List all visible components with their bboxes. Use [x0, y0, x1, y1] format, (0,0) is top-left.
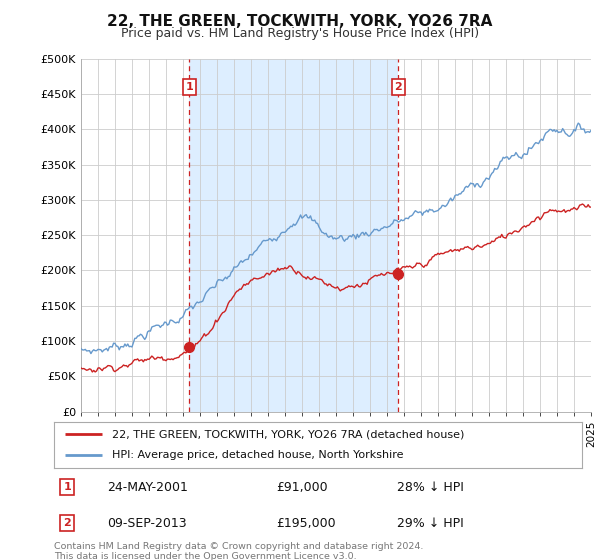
- Text: 22, THE GREEN, TOCKWITH, YORK, YO26 7RA: 22, THE GREEN, TOCKWITH, YORK, YO26 7RA: [107, 14, 493, 29]
- Bar: [190, 59, 398, 412]
- Text: £195,000: £195,000: [276, 516, 335, 530]
- Text: 24-MAY-2001: 24-MAY-2001: [107, 481, 188, 494]
- Text: 09-SEP-2013: 09-SEP-2013: [107, 516, 187, 530]
- Text: HPI: Average price, detached house, North Yorkshire: HPI: Average price, detached house, Nort…: [112, 450, 404, 460]
- Text: 2: 2: [64, 518, 71, 528]
- Text: £91,000: £91,000: [276, 481, 328, 494]
- Text: 2: 2: [395, 82, 402, 92]
- Text: 1: 1: [64, 482, 71, 492]
- Text: 29% ↓ HPI: 29% ↓ HPI: [397, 516, 464, 530]
- Text: 1: 1: [185, 82, 193, 92]
- Text: 22, THE GREEN, TOCKWITH, YORK, YO26 7RA (detached house): 22, THE GREEN, TOCKWITH, YORK, YO26 7RA …: [112, 429, 464, 439]
- Text: 28% ↓ HPI: 28% ↓ HPI: [397, 481, 464, 494]
- Text: Contains HM Land Registry data © Crown copyright and database right 2024.
This d: Contains HM Land Registry data © Crown c…: [54, 542, 424, 560]
- Text: Price paid vs. HM Land Registry's House Price Index (HPI): Price paid vs. HM Land Registry's House …: [121, 27, 479, 40]
